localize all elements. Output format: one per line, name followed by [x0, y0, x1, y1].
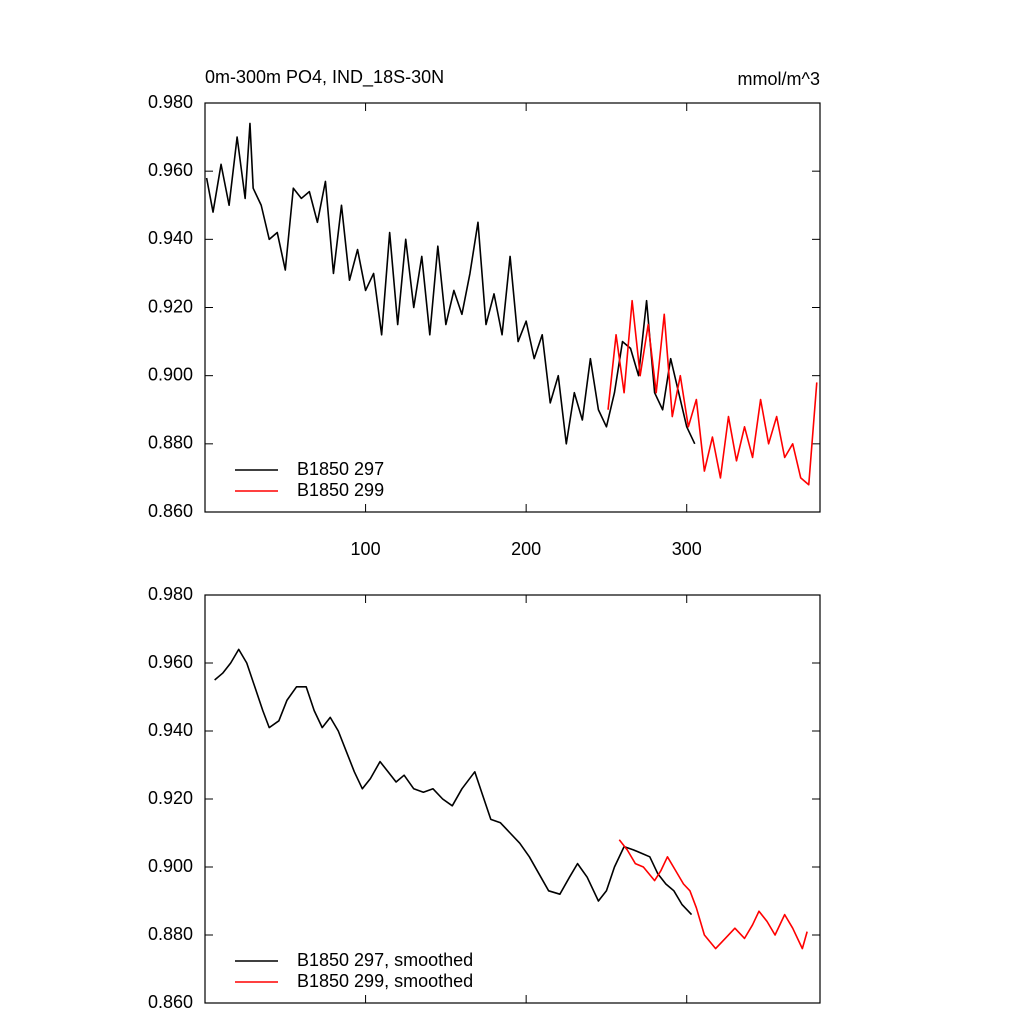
chart-title: 0m-300m PO4, IND_18S-30N [205, 67, 444, 88]
plot-frame [204, 594, 821, 1004]
legend-label: B1850 297 [297, 459, 384, 479]
y-tick-label: 0.940 [148, 228, 193, 248]
y-tick-label: 0.960 [148, 160, 193, 180]
data-line [618, 839, 808, 950]
y-tick-label: 0.860 [148, 501, 193, 521]
y-tick-label: 0.860 [148, 992, 193, 1012]
y-tick-label: 0.880 [148, 433, 193, 453]
y-tick-label: 0.920 [148, 788, 193, 808]
x-tick-label: 300 [672, 539, 702, 559]
data-line [205, 122, 696, 445]
data-line [607, 299, 818, 486]
y-tick-label: 0.880 [148, 924, 193, 944]
plot-frame [204, 102, 821, 513]
legend-label: B1850 299 [297, 480, 384, 500]
y-tick-label: 0.920 [148, 296, 193, 316]
units-label: mmol/m^3 [738, 69, 820, 89]
y-tick-label: 0.900 [148, 856, 193, 876]
x-tick-label: 200 [511, 539, 541, 559]
x-tick-label: 100 [351, 539, 381, 559]
y-tick-label: 0.940 [148, 720, 193, 740]
y-tick-label: 0.980 [148, 92, 193, 112]
legend-label: B1850 297, smoothed [297, 950, 473, 970]
y-tick-label: 0.960 [148, 652, 193, 672]
legend-label: B1850 299, smoothed [297, 971, 473, 991]
data-line [214, 648, 693, 916]
y-tick-label: 0.900 [148, 364, 193, 384]
y-tick-label: 0.980 [148, 584, 193, 604]
